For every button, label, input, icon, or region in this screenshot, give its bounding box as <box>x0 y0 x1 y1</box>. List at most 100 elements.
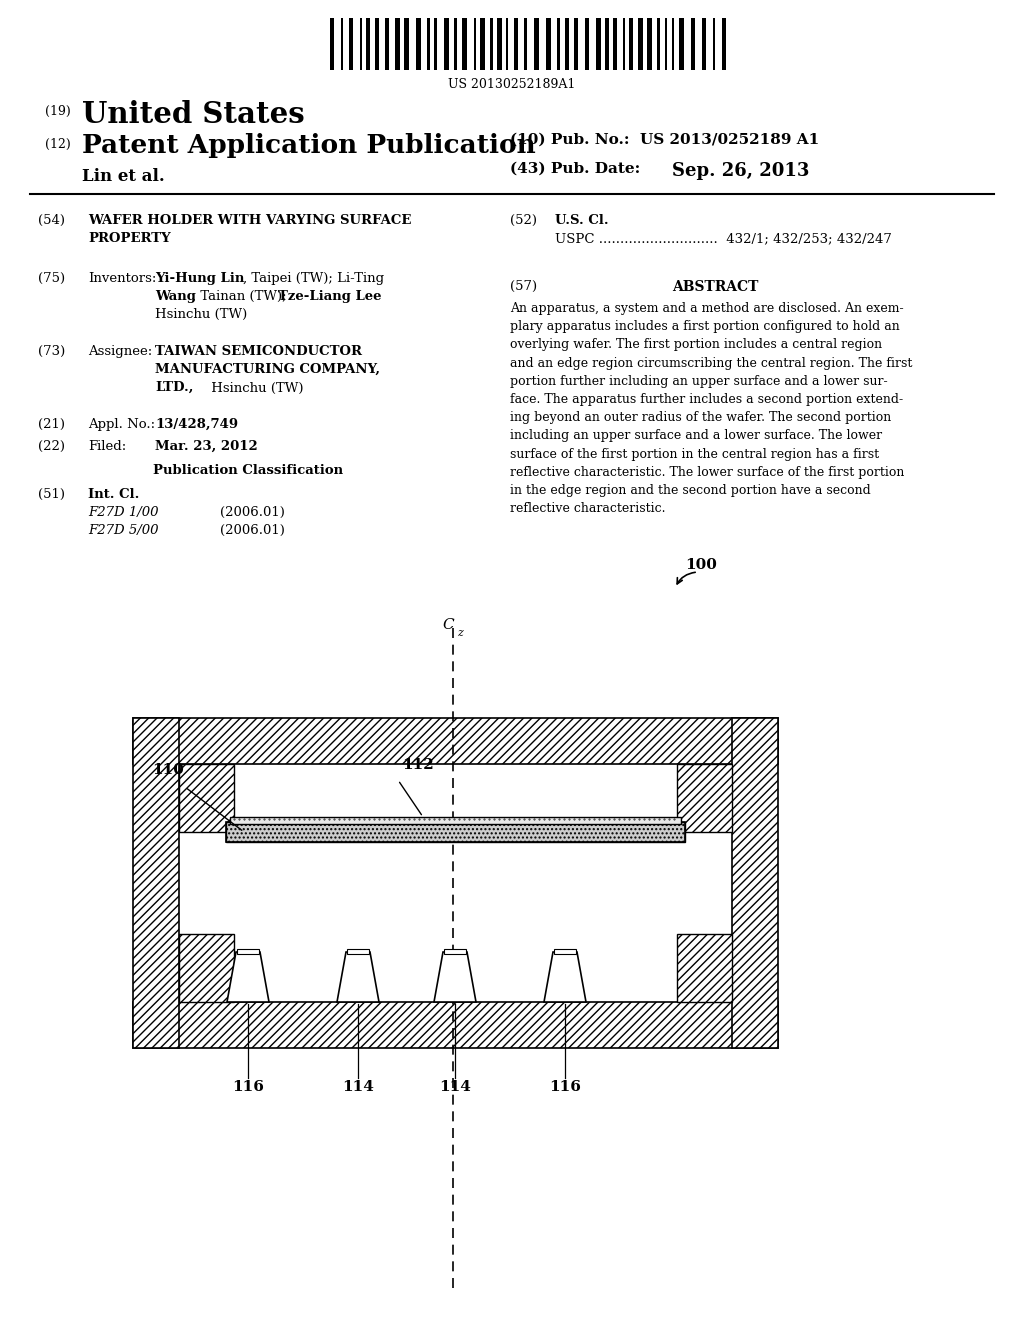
Bar <box>480 18 485 70</box>
Bar <box>375 18 379 70</box>
Text: United States: United States <box>82 100 305 129</box>
Text: (21): (21) <box>38 418 65 432</box>
Text: (2006.01): (2006.01) <box>220 524 285 537</box>
Bar <box>565 18 569 70</box>
Text: Patent Application Publication: Patent Application Publication <box>82 133 536 158</box>
Text: Lin et al.: Lin et al. <box>82 168 165 185</box>
Bar <box>366 18 370 70</box>
Bar <box>605 18 609 70</box>
Bar <box>574 18 578 70</box>
Bar <box>497 18 502 70</box>
Text: F27D 5/00: F27D 5/00 <box>88 524 159 537</box>
Bar <box>416 18 421 70</box>
Text: 110: 110 <box>152 763 184 777</box>
Polygon shape <box>544 952 586 1002</box>
Bar <box>330 18 334 70</box>
Bar <box>514 18 518 70</box>
Bar <box>454 18 457 70</box>
Bar <box>672 18 674 70</box>
Text: Publication Classification: Publication Classification <box>153 465 343 477</box>
Text: (43) Pub. Date:: (43) Pub. Date: <box>510 162 640 176</box>
Bar <box>226 822 685 842</box>
Bar <box>404 18 409 70</box>
Bar <box>546 18 551 70</box>
Bar <box>179 764 234 832</box>
Text: (75): (75) <box>38 272 66 285</box>
Text: 116: 116 <box>232 1080 264 1094</box>
Bar <box>506 18 508 70</box>
Text: US 20130252189A1: US 20130252189A1 <box>449 78 575 91</box>
Text: (57): (57) <box>510 280 538 293</box>
Bar <box>444 949 466 954</box>
Bar <box>732 718 778 1048</box>
Text: Inventors:: Inventors: <box>88 272 157 285</box>
Bar <box>179 935 234 1002</box>
Text: , Taipei (TW); Li-Ting: , Taipei (TW); Li-Ting <box>243 272 384 285</box>
Text: 100: 100 <box>685 558 717 572</box>
Bar <box>554 949 575 954</box>
Bar <box>462 18 467 70</box>
Text: C: C <box>442 618 454 632</box>
Text: Int. Cl.: Int. Cl. <box>88 488 139 502</box>
Text: , Tainan (TW);: , Tainan (TW); <box>193 290 291 304</box>
Bar <box>691 18 695 70</box>
Bar <box>385 18 389 70</box>
Bar <box>557 18 560 70</box>
Bar <box>349 18 353 70</box>
Bar <box>629 18 633 70</box>
Text: ABSTRACT: ABSTRACT <box>672 280 758 294</box>
Bar <box>524 18 527 70</box>
Bar <box>347 949 369 954</box>
Text: (10) Pub. No.:  US 2013/0252189 A1: (10) Pub. No.: US 2013/0252189 A1 <box>510 133 819 147</box>
Text: 112: 112 <box>402 758 434 772</box>
Bar <box>474 18 476 70</box>
Bar <box>722 18 726 70</box>
Text: TAIWAN SEMICONDUCTOR
MANUFACTURING COMPANY,
LTD.,: TAIWAN SEMICONDUCTOR MANUFACTURING COMPA… <box>155 345 380 393</box>
Text: 114: 114 <box>342 1080 374 1094</box>
Bar <box>133 1002 778 1048</box>
Bar <box>230 817 681 824</box>
Bar <box>237 949 259 954</box>
Bar <box>427 18 430 70</box>
Text: (54): (54) <box>38 214 65 227</box>
Text: (2006.01): (2006.01) <box>220 506 285 519</box>
Bar <box>647 18 652 70</box>
Bar <box>226 822 685 842</box>
Bar <box>360 18 362 70</box>
Text: Assignee:: Assignee: <box>88 345 153 358</box>
Polygon shape <box>227 952 269 1002</box>
Bar <box>677 764 732 832</box>
Bar <box>623 18 625 70</box>
Text: Wang: Wang <box>155 290 196 304</box>
Bar <box>133 718 778 764</box>
Text: WAFER HOLDER WITH VARYING SURFACE
PROPERTY: WAFER HOLDER WITH VARYING SURFACE PROPER… <box>88 214 412 246</box>
Text: (51): (51) <box>38 488 65 502</box>
Text: Mar. 23, 2012: Mar. 23, 2012 <box>155 440 258 453</box>
Text: (22): (22) <box>38 440 65 453</box>
Bar <box>638 18 643 70</box>
Bar <box>702 18 706 70</box>
Bar <box>677 935 732 1002</box>
Bar <box>657 18 660 70</box>
Bar <box>341 18 343 70</box>
Polygon shape <box>434 952 476 1002</box>
Bar <box>534 18 539 70</box>
Bar <box>395 18 400 70</box>
Text: (12): (12) <box>45 139 71 150</box>
Text: (19): (19) <box>45 106 71 117</box>
Text: Hsinchu (TW): Hsinchu (TW) <box>207 381 303 395</box>
Bar <box>679 18 684 70</box>
Text: F27D 1/00: F27D 1/00 <box>88 506 159 519</box>
Bar <box>585 18 589 70</box>
Text: Hsinchu (TW): Hsinchu (TW) <box>155 308 247 321</box>
Text: (52): (52) <box>510 214 537 227</box>
Bar <box>434 18 437 70</box>
Bar <box>179 764 732 1002</box>
Text: Filed:: Filed: <box>88 440 126 453</box>
Bar <box>613 18 617 70</box>
Text: 13/428,749: 13/428,749 <box>155 418 239 432</box>
Bar <box>444 18 449 70</box>
Bar <box>596 18 601 70</box>
Text: Sep. 26, 2013: Sep. 26, 2013 <box>672 162 809 180</box>
Bar <box>713 18 715 70</box>
